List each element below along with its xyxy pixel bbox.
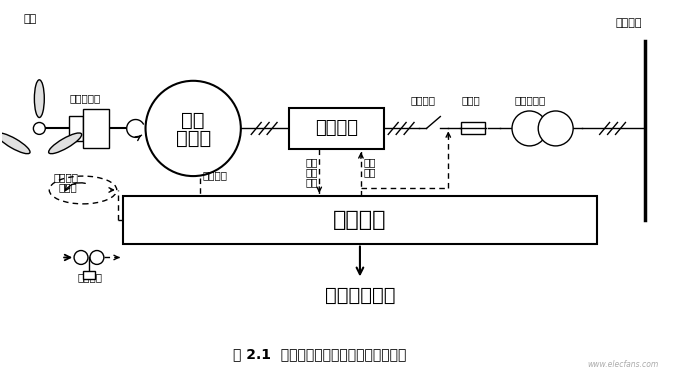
Ellipse shape	[35, 80, 44, 117]
Bar	[123, 196, 597, 244]
Text: 变流电路: 变流电路	[315, 120, 358, 138]
Circle shape	[90, 251, 104, 264]
Text: 发电机: 发电机	[176, 129, 211, 148]
Text: 检测: 检测	[305, 177, 318, 187]
Bar	[290, 108, 384, 149]
Text: 控制系筱: 控制系筱	[333, 210, 386, 230]
Text: 各种: 各种	[305, 157, 318, 167]
Text: 电量: 电量	[305, 167, 318, 177]
Text: 燕断器: 燕断器	[461, 96, 480, 106]
Text: 主断路器: 主断路器	[411, 96, 435, 106]
Text: 风轮: 风轮	[24, 14, 37, 24]
Bar	[83, 272, 95, 279]
Circle shape	[146, 81, 241, 176]
Text: 信号: 信号	[364, 167, 376, 177]
Ellipse shape	[0, 133, 30, 154]
Text: 控制: 控制	[364, 157, 376, 167]
Text: 升压变压器: 升压变压器	[515, 96, 546, 106]
Text: www.elecfans.com: www.elecfans.com	[587, 360, 658, 369]
Circle shape	[74, 251, 88, 264]
Text: 风速测量: 风速测量	[77, 272, 102, 282]
Text: 提速齿轮筱: 提速齿轮筱	[69, 94, 100, 104]
Text: 图 2.1  并网运行的风力发电机组总体结构: 图 2.1 并网运行的风力发电机组总体结构	[233, 347, 406, 361]
Text: 转速测量: 转速测量	[202, 170, 227, 180]
Bar	[69, 116, 83, 141]
Bar	[461, 123, 485, 134]
Text: 变桨距: 变桨距	[58, 182, 77, 192]
Text: 高压电网: 高压电网	[615, 18, 641, 28]
Text: 定桨距或: 定桨距或	[54, 172, 78, 182]
Ellipse shape	[49, 133, 81, 154]
Circle shape	[33, 123, 45, 134]
Circle shape	[538, 111, 573, 146]
Circle shape	[512, 111, 547, 146]
Bar	[83, 109, 108, 148]
Text: 与上位机通信: 与上位机通信	[325, 286, 395, 305]
Text: 交流: 交流	[182, 111, 205, 130]
